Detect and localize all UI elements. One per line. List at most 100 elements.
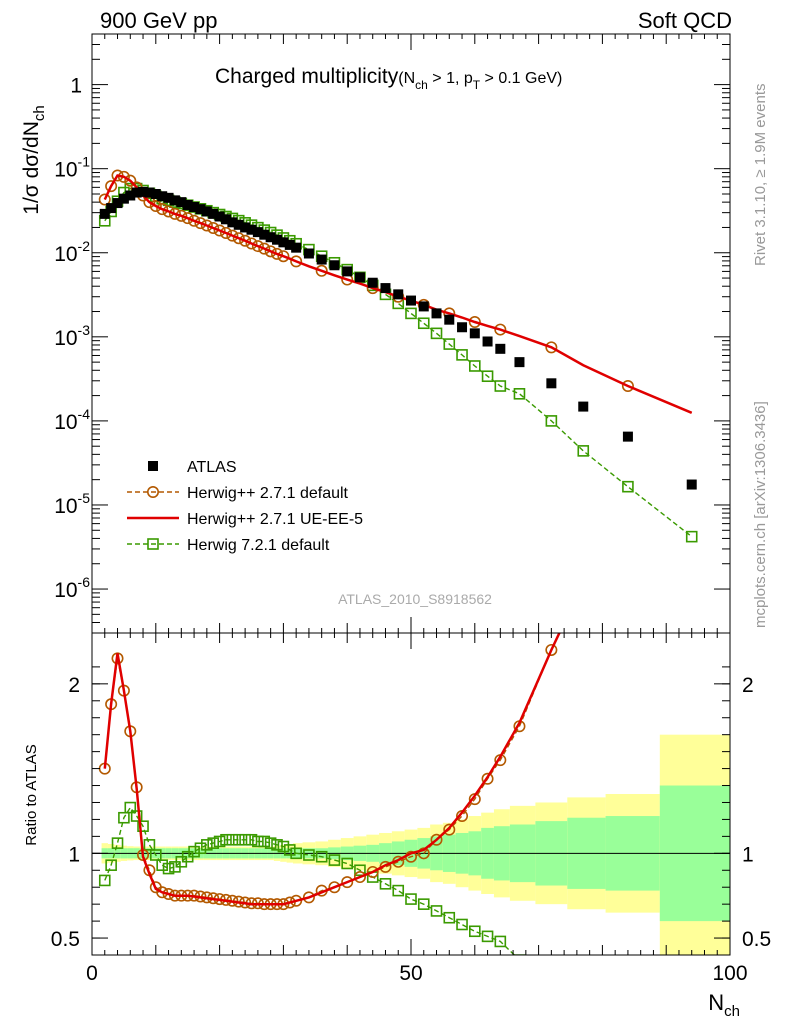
marker-herwigpp_default [200,219,213,232]
atlas-point [99,208,110,219]
marker-herwig7 [468,360,481,372]
main-y-axis-label: 1/σ dσ/dNch [20,105,48,214]
ratio-marker-herwig7 [245,833,258,846]
atlas-point [157,191,168,202]
ratio-marker-herwig7 [130,810,143,822]
marker-herwigpp_default [232,232,245,245]
marker-herwig7 [577,445,590,457]
ratio-marker-herwig7 [379,878,392,890]
marker-herwigpp_default [258,242,271,255]
ratio-marker-herwig7 [118,811,130,824]
atlas-point [233,219,244,230]
marker-herwigpp_default [168,207,181,220]
atlas-point [195,204,206,215]
marker-herwig7 [456,349,468,361]
atlas-point [125,190,136,201]
legend-entry-atlas: ATLAS [148,459,237,476]
atlas-point [367,277,378,288]
marker-herwigpp_default [251,240,264,253]
atlas-point [176,197,187,208]
ratio-marker-herwig7 [156,859,168,871]
atlas-point [189,202,200,213]
ratio-marker-herwig7 [443,911,456,924]
ratio-marker-herwig7 [137,820,149,833]
atlas-point [265,232,276,243]
marker-herwigpp_default [162,205,175,218]
marker-herwigpp_default [239,234,252,247]
atlas-point [138,186,149,197]
marker-herwigpp_default [290,255,303,268]
atlas-point [431,308,442,319]
ratio-ytick-label-right: 2 [742,674,754,697]
marker-herwigpp_default [207,222,220,235]
ratio-xtick-label: 100 [712,962,747,985]
ratio-panel: 0.5 0.5 1 1 2 2 0 50 100 Ratio to ATLAS Nch [23,632,771,1020]
legend-marker-atlas [148,461,158,471]
ratio-marker-herwig7 [111,837,124,849]
ratio-ytick-label: 1 [68,843,80,866]
marker-herwigpp_default [98,193,111,206]
side-mcplots-label: mcplots.cern.ch [arXiv:1306.3436] [752,401,769,628]
atlas-point [546,378,557,389]
ratio-marker-herwigpp_default [481,772,494,785]
ratio-marker-herwig7 [124,801,137,814]
ratio-ytick-label-right: 1 [742,843,754,866]
header-collision-label: 900 GeV pp [100,8,217,33]
marker-herwigpp_default [105,180,118,193]
atlas-point [272,234,283,245]
marker-herwigpp_default [245,237,258,250]
main-axes: 10-6 10-5 10-4 10-3 10-2 10-1 1 [54,33,731,634]
marker-herwigpp_default [494,323,507,336]
ratio-marker-herwig7 [392,884,405,897]
legend-entry-herwigpp_default: Herwig++ 2.7.1 default [127,485,349,502]
marker-herwig7 [545,415,558,427]
ratio-marker-herwig7 [252,835,264,848]
series-herwigpp_ueee5 [103,174,693,414]
main-ytick-label: 10-2 [54,238,90,266]
legend-label-herwig7: Herwig 7.2.1 default [187,537,330,554]
atlas-point [227,217,238,228]
ratio-marker-herwig7 [232,833,245,846]
atlas-point [246,224,257,235]
atlas-point [406,295,416,306]
atlas-point [329,260,340,271]
ratio-marker-herwig7 [303,849,315,861]
ratio-marker-herwig7 [283,844,296,856]
ratio-marker-herwig7 [194,842,207,855]
ratio-ytick-label: 0.5 [51,928,80,951]
ratio-xtick-label: 50 [399,962,422,985]
atlas-point [578,401,589,412]
ratio-line-herwig7 [104,806,516,955]
ratio-marker-herwig7 [226,833,239,846]
side-rivet-label: Rivet 3.1.10, ≥ 1.9M events [752,84,769,267]
legend-label-herwigpp_default: Herwig++ 2.7.1 default [187,485,349,502]
ratio-marker-herwig7 [188,845,200,858]
atlas-point [622,431,633,442]
marker-herwigpp_default [181,212,194,225]
ratio-marker-herwig7 [494,935,507,948]
atlas-point [259,229,270,240]
atlas-point [380,283,391,294]
atlas-point [303,248,314,259]
ratio-marker-herwigpp_default [162,887,175,900]
atlas-point [182,199,193,210]
atlas-point [240,222,251,233]
ratio-series-herwigpp_ueee5 [103,633,561,906]
main-ytick-label: 10-1 [54,154,90,182]
atlas-point [469,328,480,339]
marker-herwigpp_default [621,380,634,393]
ratio-marker-herwig7 [405,893,417,905]
atlas-point [252,227,263,238]
ratio-marker-herwigpp_default [417,847,430,860]
ratio-marker-herwig7 [513,954,526,955]
main-ytick-label: 10-6 [54,574,90,602]
atlas-point [112,198,123,209]
marker-herwig7 [430,327,443,340]
main-data-layer [98,169,698,543]
marker-herwigpp_default [194,217,207,230]
atlas-point [457,322,468,333]
atlas-point [354,272,365,283]
ratio-marker-herwig7 [220,833,232,846]
marker-herwigpp_default [124,174,137,187]
